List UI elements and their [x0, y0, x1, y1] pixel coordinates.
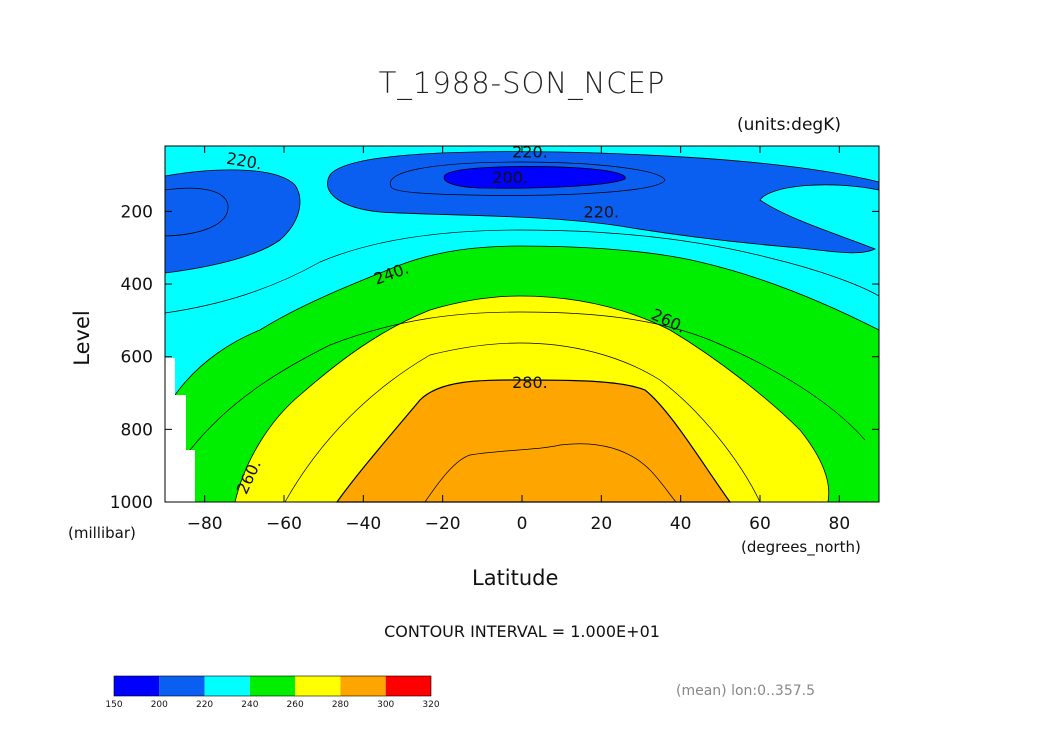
y-tick-label: 800 — [121, 420, 153, 440]
y-tick-label: 400 — [121, 275, 153, 295]
contour-label: 220. — [512, 142, 548, 161]
x-tick-label: −80 — [187, 514, 223, 534]
x-tick-label: −40 — [345, 514, 381, 534]
region-200-220-south — [164, 169, 301, 274]
x-tick-label: 0 — [517, 514, 528, 534]
colorbar-swatch — [159, 676, 205, 696]
x-axis: −80 −60 −40 −20 0 20 40 60 80 — [187, 146, 850, 534]
missing-block — [165, 358, 175, 502]
chart-title: T_1988-SON_NCEP — [378, 66, 666, 100]
contour-line — [164, 187, 229, 237]
contour-interval-note: CONTOUR INTERVAL = 1.000E+01 — [384, 622, 660, 641]
x-axis-unit: (degrees_north) — [741, 538, 861, 556]
colorbar-label: 150 — [105, 700, 122, 710]
units-label: (units:degK) — [737, 115, 841, 135]
colorbar-swatch — [249, 676, 296, 696]
colorbar-label: 280 — [332, 700, 349, 710]
missing-block — [175, 395, 186, 502]
colorbar-label: 220 — [196, 700, 213, 710]
colorbar-label: 200 — [151, 700, 168, 710]
contour-line — [424, 443, 677, 503]
colorbar-swatch — [385, 676, 431, 696]
y-axis-unit: (millibar) — [68, 524, 136, 542]
region-280-300 — [335, 379, 732, 503]
contour-label: 280. — [512, 373, 548, 392]
colorbar-label: 300 — [377, 700, 394, 710]
contour-label: 220. — [584, 202, 620, 221]
contour-line — [389, 161, 666, 196]
contour-line — [189, 311, 866, 451]
contour-line — [164, 229, 880, 314]
x-tick-label: −60 — [266, 514, 302, 534]
colorbar-swatch — [340, 676, 386, 696]
x-tick-label: 40 — [670, 514, 692, 534]
colorbar-label: 260 — [287, 700, 304, 710]
missing-data — [165, 358, 195, 502]
colorbar-frame — [113, 675, 432, 697]
y-tick-label: 600 — [121, 348, 153, 368]
x-tick-label: 80 — [829, 514, 851, 534]
colorbar-label: 240 — [241, 700, 258, 710]
colorbar: 150 200 220 240 260 280 300 320 — [105, 675, 440, 710]
mean-longitude-note: (mean) lon:0..357.5 — [676, 683, 816, 699]
y-tick-label: 1000 — [110, 493, 153, 513]
colorbar-label: 320 — [422, 700, 439, 710]
x-tick-label: 60 — [749, 514, 771, 534]
contour-line — [284, 342, 761, 503]
colorbar-swatch — [295, 676, 341, 696]
missing-block — [186, 450, 195, 502]
colorbar-swatch — [114, 676, 160, 696]
colorbar-swatch — [204, 676, 250, 696]
region-150-200 — [443, 166, 626, 189]
x-axis-title: Latitude — [472, 566, 559, 590]
contour-label: 200. — [492, 168, 528, 187]
x-tick-label: 20 — [591, 514, 613, 534]
y-axis: 200 400 600 800 1000 — [110, 202, 879, 513]
y-tick-label: 200 — [121, 202, 153, 222]
x-tick-label: −20 — [425, 514, 461, 534]
contour-lines — [164, 161, 880, 503]
contour-fills — [164, 146, 880, 503]
